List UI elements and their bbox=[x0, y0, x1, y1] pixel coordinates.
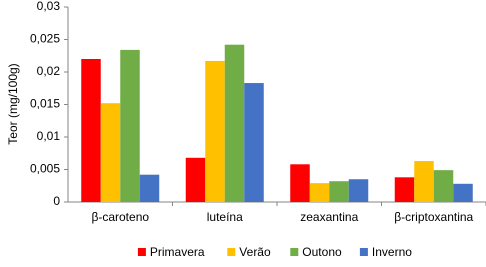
legend-label: Primavera bbox=[150, 245, 205, 259]
legend-label: Inverno bbox=[372, 245, 412, 259]
y-tick-label: 0 bbox=[53, 194, 60, 208]
legend-swatch bbox=[137, 248, 146, 256]
y-axis-label: Teor (mg/100g) bbox=[6, 63, 20, 144]
x-tick-label: zeaxantina bbox=[300, 210, 358, 224]
y-tick-label: 0,005 bbox=[30, 162, 60, 176]
bar bbox=[224, 44, 245, 203]
bar bbox=[205, 60, 225, 203]
bar bbox=[120, 49, 140, 203]
y-tick-label: 0,03 bbox=[37, 0, 61, 13]
y-tick-label: 0,01 bbox=[37, 129, 61, 143]
legend-label: Outono bbox=[302, 245, 342, 259]
bar bbox=[433, 170, 454, 202]
bar bbox=[394, 177, 415, 202]
bar bbox=[81, 59, 101, 202]
bar bbox=[414, 161, 434, 202]
bar bbox=[100, 103, 121, 202]
legend-swatch bbox=[359, 248, 368, 256]
bar bbox=[139, 174, 160, 202]
y-tick-label: 0,02 bbox=[37, 64, 61, 78]
legend-swatch bbox=[227, 248, 236, 256]
bar bbox=[453, 183, 473, 202]
bar bbox=[348, 179, 369, 202]
y-tick-label: 0,015 bbox=[30, 97, 60, 111]
bar bbox=[185, 157, 206, 202]
bar bbox=[309, 183, 330, 202]
bar bbox=[329, 181, 349, 202]
x-tick-label: luteína bbox=[207, 210, 243, 224]
x-tick-label: β-criptoxantina bbox=[394, 210, 473, 224]
legend-label: Verão bbox=[239, 245, 271, 259]
y-tick-label: 0,025 bbox=[30, 32, 60, 46]
legend-swatch bbox=[290, 248, 299, 256]
x-tick-label: β-caroteno bbox=[91, 210, 149, 224]
bar bbox=[244, 83, 264, 202]
bar bbox=[290, 164, 310, 202]
